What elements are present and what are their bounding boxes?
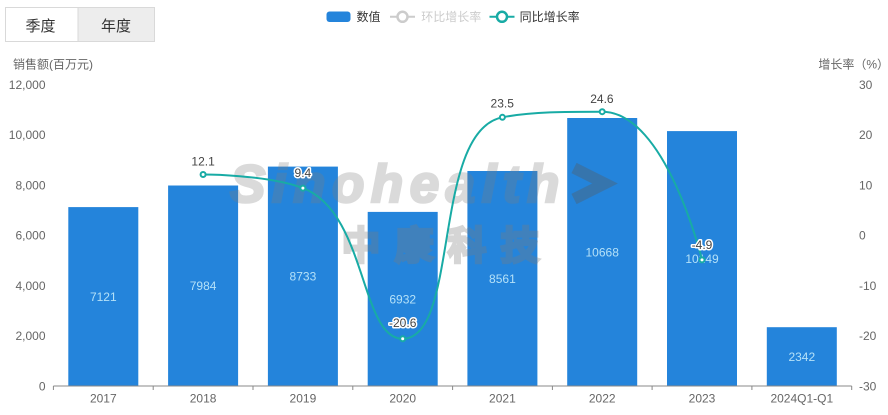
svg-text:10668: 10668 — [586, 245, 620, 259]
svg-text:增长率（%）: 增长率（%） — [818, 56, 888, 71]
svg-text:2018: 2018 — [190, 391, 217, 405]
svg-text:数值: 数值 — [357, 9, 381, 24]
svg-text:6,000: 6,000 — [15, 229, 45, 243]
svg-text:9.4: 9.4 — [295, 166, 312, 180]
svg-text:-30: -30 — [859, 379, 877, 393]
svg-text:2,000: 2,000 — [15, 329, 45, 343]
svg-text:24.6: 24.6 — [590, 92, 614, 106]
svg-text:30: 30 — [859, 78, 873, 92]
svg-text:销售额(百万元): 销售额(百万元) — [13, 56, 93, 71]
svg-text:2022: 2022 — [589, 391, 616, 405]
svg-text:10: 10 — [859, 178, 873, 192]
svg-text:10,000: 10,000 — [9, 128, 46, 142]
svg-text:季度: 季度 — [25, 18, 55, 35]
svg-text:2342: 2342 — [788, 350, 815, 364]
svg-text:2017: 2017 — [90, 391, 117, 405]
svg-text:同比增长率: 同比增长率 — [520, 9, 580, 24]
svg-text:6932: 6932 — [389, 292, 416, 306]
svg-text:23.5: 23.5 — [491, 96, 515, 110]
svg-text:12.1: 12.1 — [191, 154, 215, 168]
svg-text:2020: 2020 — [389, 391, 416, 405]
svg-text:0: 0 — [39, 379, 46, 393]
svg-text:Sinohealth: Sinohealth — [230, 155, 566, 214]
svg-text:20: 20 — [859, 128, 873, 142]
svg-text:8733: 8733 — [290, 270, 317, 284]
svg-text:7984: 7984 — [190, 279, 217, 293]
svg-text:2024Q1-Q1: 2024Q1-Q1 — [770, 391, 833, 405]
svg-text:年度: 年度 — [101, 18, 131, 35]
svg-text:-4.9: -4.9 — [692, 238, 713, 252]
svg-text:8561: 8561 — [489, 272, 516, 286]
svg-text:-20: -20 — [859, 329, 877, 343]
svg-text:-10: -10 — [859, 279, 877, 293]
svg-text:0: 0 — [859, 229, 866, 243]
svg-text:2021: 2021 — [489, 391, 516, 405]
svg-text:8,000: 8,000 — [15, 178, 45, 192]
svg-text:7121: 7121 — [90, 290, 117, 304]
svg-text:中康科技: 中康科技 — [342, 225, 554, 268]
svg-text:环比增长率: 环比增长率 — [421, 9, 481, 24]
svg-text:4,000: 4,000 — [15, 279, 45, 293]
svg-text:-20.6: -20.6 — [389, 316, 417, 330]
svg-text:12,000: 12,000 — [9, 78, 46, 92]
svg-text:2023: 2023 — [689, 391, 716, 405]
svg-text:2019: 2019 — [290, 391, 317, 405]
